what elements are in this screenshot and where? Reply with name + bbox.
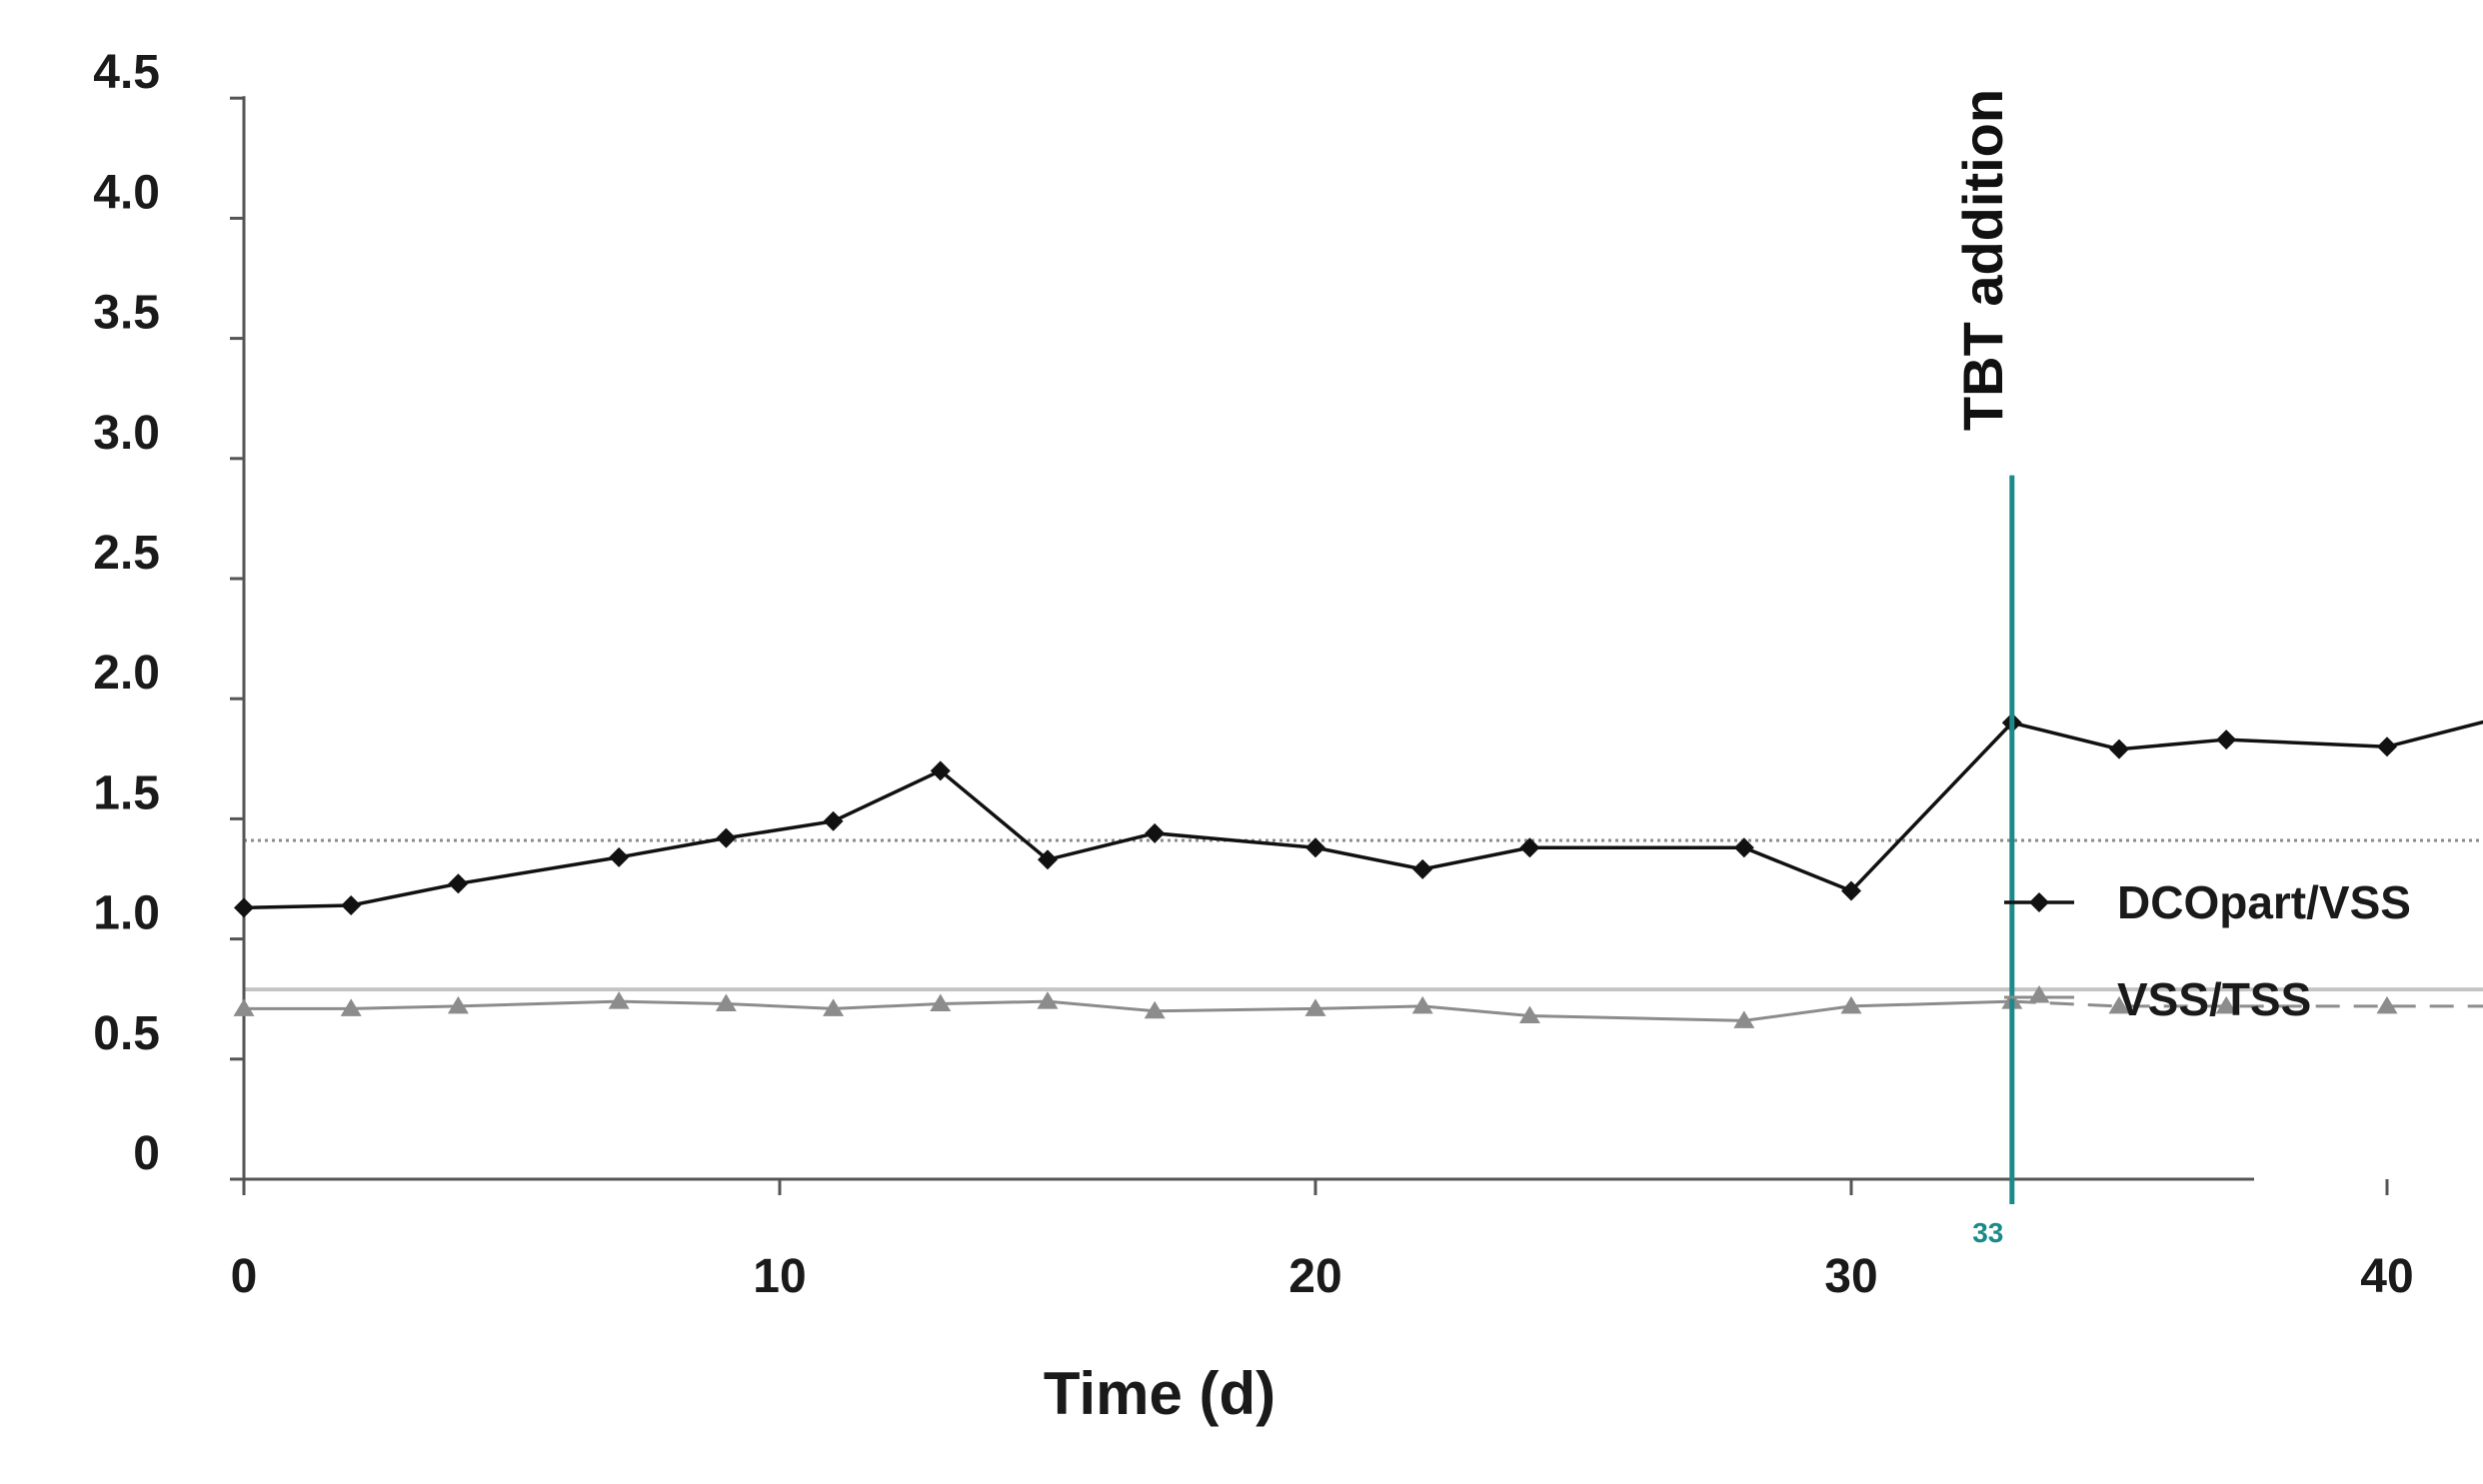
data-point-dcopart-vss [1305,837,1325,858]
legend-label-vss-tss: VSS/TSS [2117,973,2311,1025]
x-tick-label: 0 [231,1250,258,1303]
data-point-vss-tss [930,993,952,1012]
series [233,713,2483,1028]
tbt-day-label: 33 [1972,1217,2003,1248]
data-point-dcopart-vss [341,894,362,915]
y-tick-label: 1.5 [93,766,160,819]
data-point-vss-tss [340,998,362,1016]
data-point-dcopart-vss [1733,837,1754,858]
y-tick-label: 0 [133,1127,160,1180]
x-tick-label: 20 [1288,1250,1341,1303]
data-point-dcopart-vss [930,760,951,781]
x-axis-title: Time (d) [1044,1360,1275,1427]
data-point-vss-tss [823,998,845,1016]
y-tick-label: 4.0 [93,166,160,219]
y-tick-label: 2.0 [93,647,160,700]
data-point-vss-tss [2376,995,2398,1014]
data-point-dcopart-vss [1412,858,1433,879]
data-point-dcopart-vss [1038,849,1058,870]
data-point-dcopart-vss [2377,737,2397,757]
data-point-dcopart-vss [1145,822,1166,843]
data-point-vss-tss [1518,1005,1540,1024]
data-point-vss-tss [1144,1000,1166,1019]
x-tick-label: 30 [1824,1250,1877,1303]
annotations: TBT addition 33 [1951,89,2015,1248]
data-point-vss-tss [2215,995,2237,1014]
data-point-vss-tss [1037,991,1059,1009]
data-point-dcopart-vss [1841,880,1861,901]
legend: DCOpart/VSS VSS/TSS [2004,876,2411,1025]
data-point-dcopart-vss [2216,730,2237,750]
data-point-vss-tss [1733,1010,1755,1028]
series-dcopart-vss [234,713,2483,918]
y-tick-label: 3.0 [93,407,160,460]
data-point-dcopart-vss [1519,837,1540,858]
x-tick-label: 40 [2360,1250,2413,1303]
tbt-addition-label: TBT addition [1951,89,2014,431]
data-point-vss-tss [608,991,630,1009]
y-tick-label: 3.5 [93,287,160,340]
legend-marker-dcopart-vss [2029,892,2049,912]
y-tick-label: 1.0 [93,887,160,940]
legend-item-vss-tss: VSS/TSS [2004,973,2311,1025]
x-tick-label: 10 [753,1250,806,1303]
data-point-dcopart-vss [234,897,254,918]
x-axis-ticks: 010203040506070 [231,1179,2414,1303]
series-vss-tss [233,991,2483,1028]
data-point-vss-tss [1304,998,1326,1016]
data-point-vss-tss [715,993,737,1012]
data-point-dcopart-vss [823,810,844,831]
y-axis-ticks: 0 0.5 1.0 1.5 2.0 2.5 3.0 3.5 4.0 4.5 [93,46,244,1181]
y-tick-label: 4.5 [93,46,160,99]
reference-lines [244,838,2483,992]
data-point-vss-tss [233,998,255,1016]
data-point-vss-tss [2108,995,2130,1014]
data-point-dcopart-vss [2109,739,2129,759]
data-point-vss-tss [447,995,469,1014]
data-point-dcopart-vss [716,827,737,848]
data-point-dcopart-vss [448,873,469,894]
legend-marker-vss-tss [2028,985,2050,1003]
legend-item-dcopart-vss: DCOpart/VSS [2004,876,2411,928]
series-line-dcopart-vss [243,720,2483,910]
data-point-vss-tss [1840,995,1862,1014]
y-tick-label: 2.5 [93,527,160,580]
legend-label-dcopart-vss: DCOpart/VSS [2117,876,2411,928]
data-point-vss-tss [1411,995,1433,1014]
y-tick-label: 0.5 [93,1007,160,1060]
data-point-dcopart-vss [609,846,630,867]
